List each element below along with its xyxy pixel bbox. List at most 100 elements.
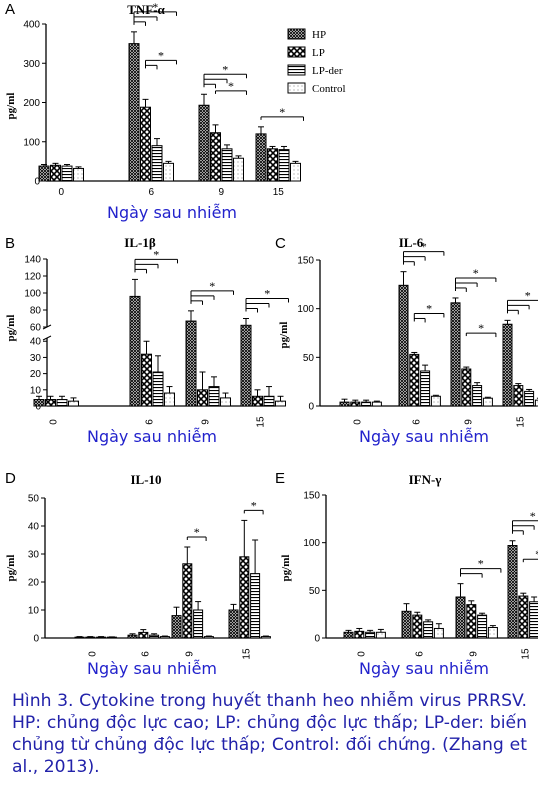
bar-hp-day-9 (185, 320, 197, 407)
bar-control-day-9 (482, 397, 493, 407)
significance-star: * (158, 48, 164, 62)
y-tick-label: 0 (308, 402, 314, 413)
bar-hp-day-0 (38, 165, 50, 182)
y-tick-label: 50 (28, 494, 40, 505)
y-tick-label: 20 (30, 369, 42, 380)
bar-lp-day-15 (267, 148, 278, 182)
y-tick-label: 120 (24, 272, 41, 283)
x-axis-label: Ngày sau nhiễm (359, 659, 489, 678)
significance-star: * (473, 266, 479, 280)
bar-hp-day-6 (129, 295, 141, 407)
x-tick-label: 0 (58, 187, 64, 198)
y-tick-label: 0 (35, 402, 41, 413)
y-tick-label: 140 (24, 255, 41, 266)
significance-star: * (530, 509, 536, 523)
y-tick-label: 60 (30, 323, 42, 334)
legend-swatch-control (287, 82, 306, 94)
bar-hp-day-15 (240, 324, 252, 407)
x-tick-label: 15 (273, 187, 285, 198)
axis-break-mark (42, 335, 52, 341)
figure-caption: Hình 3. Cytokine trong huyết thanh heo n… (12, 691, 527, 777)
x-axis-label: Ngày sau nhiễm (87, 427, 217, 446)
y-tick-label: 100 (303, 538, 320, 549)
panel-letter: B (5, 235, 15, 252)
bar-lp-day-15 (518, 595, 529, 639)
chart-panel-c: C IL-6 pg/ml 0 50 100 150 0 6 9 15 Ngày sau nhiễm * *… (275, 235, 538, 446)
bar-lp-day-0 (50, 164, 61, 182)
x-tick-label: 6 (412, 419, 423, 425)
y-tick-label: 100 (23, 137, 40, 148)
legend-swatch-lp-der (287, 64, 306, 76)
bar-lp-der-day-9 (472, 385, 483, 407)
x-tick-label: 6 (415, 651, 426, 657)
bar-hp-day-15 (507, 545, 518, 639)
bar-lp-der-day-0 (61, 165, 73, 182)
y-axis-label: pg/ml (5, 315, 17, 342)
bar-control-day-0 (73, 167, 84, 182)
y-tick-label: 80 (30, 306, 42, 317)
bar-hp-day-6 (398, 284, 409, 407)
y-tick-label: 30 (30, 353, 42, 364)
bar-hp-day-6 (128, 43, 140, 182)
bar-hp-day-0 (74, 636, 85, 639)
significance-star: * (478, 557, 484, 571)
x-tick-label: 15 (255, 416, 266, 428)
bar-control-day-15 (275, 400, 286, 407)
bar-control-day-15 (290, 162, 301, 182)
x-axis-label: Ngày sau nhiễm (87, 659, 217, 678)
bar-control-day-6 (430, 395, 441, 407)
y-tick-label: 400 (23, 20, 40, 31)
panel-letter: C (275, 235, 286, 252)
y-tick-label: 0 (33, 634, 39, 645)
bar-hp-day-6 (401, 610, 412, 639)
chart-panel-b: B IL-1β pg/ml 0 10 20 30 40 60 80 100 120 140 0 6 9 15 Ng… (5, 235, 289, 446)
significance-star: * (478, 321, 484, 335)
bar-control-day-15 (260, 636, 271, 639)
bar-hp-day-0 (33, 399, 45, 407)
x-tick-label: 15 (521, 648, 532, 660)
y-tick-label: 150 (297, 256, 314, 267)
panel-letter: E (275, 470, 285, 487)
significance-star: * (209, 279, 215, 293)
y-tick-label: 50 (303, 353, 315, 364)
significance-star: * (251, 498, 257, 512)
bar-control-day-9 (487, 627, 498, 639)
significance-star: * (426, 301, 432, 315)
significance-star: * (222, 62, 228, 76)
bar-lp-der-day-15 (278, 149, 290, 182)
bar-control-day-9 (220, 397, 231, 407)
legend-swatch-hp (287, 28, 306, 40)
bar-hp-day-15 (502, 323, 513, 407)
bar-lp-der-day-15 (529, 601, 538, 639)
bar-hp-day-6 (127, 634, 138, 639)
chart-title: TNF-α (127, 2, 165, 17)
bar-lp-der-day-6 (149, 634, 160, 639)
y-tick-label: 100 (297, 304, 314, 315)
legend-label: LP (312, 47, 325, 59)
bar-lp-day-0 (350, 401, 361, 407)
panel-letter: A (5, 1, 15, 18)
bar-control-day-9 (233, 157, 244, 182)
bar-lp-der-day-6 (423, 621, 434, 639)
bar-hp-day-9 (171, 615, 182, 639)
x-tick-label: 15 (516, 416, 527, 428)
x-tick-label: 9 (200, 419, 211, 425)
bar-lp-der-day-6 (151, 145, 163, 182)
legend-swatch-lp (287, 46, 306, 58)
chart-title: IL-1β (124, 235, 156, 250)
bar-control-day-6 (433, 627, 444, 639)
y-tick-label: 40 (30, 337, 42, 348)
x-tick-label: 6 (141, 651, 152, 657)
x-tick-label: 6 (144, 419, 155, 425)
y-tick-label: 150 (303, 491, 320, 502)
chart-panel-a: A TNF-α pg/ml 0 100 200 300 400 0 6 9 15 Ngày sau nh… (5, 0, 304, 222)
bar-control-day-0 (371, 401, 382, 407)
bar-lp-day-0 (45, 399, 56, 407)
bar-lp-day-9 (197, 389, 208, 407)
x-axis-label: Ngày sau nhiễm (107, 203, 237, 222)
bar-hp-day-15 (255, 133, 267, 182)
bar-lp-day-0 (85, 636, 96, 639)
bar-lp-der-day-6 (152, 371, 164, 407)
y-tick-label: 200 (23, 98, 40, 109)
